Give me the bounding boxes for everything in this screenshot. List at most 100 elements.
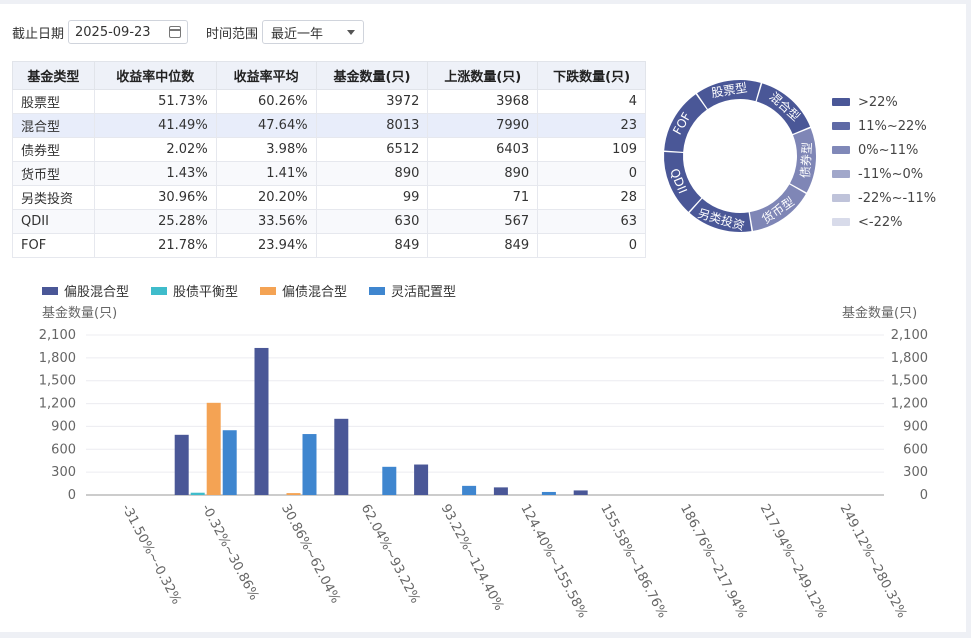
table-cell: 51.73% — [93, 89, 217, 114]
table-cell: 630 — [315, 209, 429, 234]
legend-item[interactable]: 偏债混合型 — [260, 281, 347, 300]
x-tick-label: 155.58%~186.76% — [597, 502, 670, 621]
y-tick-label-left: 0 — [68, 488, 76, 503]
table-cell: 另类投资 — [12, 185, 95, 210]
donut-legend: >22% 11%~22% 0%~11% -11%~0% -22%~-11% <-… — [832, 90, 936, 234]
bar[interactable] — [190, 492, 205, 495]
table-cell: 849 — [427, 233, 539, 258]
y-tick-label-right: 1,500 — [891, 374, 928, 389]
bar[interactable] — [254, 347, 269, 495]
x-tick-label: 217.94%~249.12% — [757, 502, 830, 621]
legend-label: >22% — [858, 94, 898, 110]
bar[interactable] — [462, 485, 477, 495]
table-cell: 股票型 — [12, 89, 95, 114]
table-cell: 25.28% — [93, 209, 217, 234]
x-tick-label: 62.04%~93.22% — [358, 502, 423, 606]
bar[interactable] — [174, 434, 189, 495]
legend-label: 灵活配置型 — [391, 285, 457, 300]
bar[interactable] — [493, 487, 508, 495]
table-cell: 3972 — [315, 89, 429, 114]
calendar-icon[interactable] — [169, 26, 182, 38]
legend-swatch — [832, 146, 850, 154]
donut-slice[interactable] — [664, 94, 707, 152]
table-header[interactable]: 收益率中位数 — [93, 61, 217, 90]
date-picker[interactable]: 2025-09-23 — [68, 20, 189, 44]
bar[interactable] — [573, 490, 588, 495]
table-row[interactable]: FOF 21.78% 23.94% 849 849 0 — [12, 233, 646, 258]
table-row[interactable]: 股票型 51.73% 60.26% 3972 3968 4 — [12, 89, 646, 114]
donut-slice-label: 股票型 — [710, 81, 748, 101]
donut-slice[interactable] — [664, 152, 702, 212]
table-header[interactable]: 基金类型 — [12, 61, 95, 90]
table-row[interactable]: 货币型 1.43% 1.41% 890 890 0 — [12, 161, 646, 186]
bar[interactable] — [286, 493, 301, 495]
legend-item[interactable]: -11%~0% — [832, 162, 936, 186]
table-cell: 6403 — [427, 137, 539, 162]
table-cell: 3.98% — [215, 137, 317, 162]
legend-item[interactable]: 11%~22% — [832, 114, 936, 138]
table-cell: 33.56% — [215, 209, 317, 234]
bar[interactable] — [541, 491, 556, 495]
donut-slice-label: 债券型 — [797, 142, 814, 179]
donut-slice[interactable] — [689, 198, 752, 232]
table-cell: 41.49% — [93, 113, 217, 138]
y-tick-label-right: 0 — [920, 488, 928, 503]
y-tick-label-left: 1,800 — [39, 351, 76, 366]
legend-item[interactable]: 0%~11% — [832, 138, 936, 162]
table-cell: 1.43% — [93, 161, 217, 186]
table-header[interactable]: 收益率平均 — [215, 61, 317, 90]
bar[interactable] — [414, 464, 429, 495]
table-row[interactable]: 债券型 2.02% 3.98% 6512 6403 109 — [12, 137, 646, 162]
table-cell: QDII — [12, 209, 95, 234]
table-cell: 567 — [427, 209, 539, 234]
bar[interactable] — [206, 402, 221, 495]
y-tick-label-right: 300 — [903, 465, 928, 480]
donut-slice[interactable] — [697, 80, 761, 109]
table-cell: 债券型 — [12, 137, 95, 162]
y-tick-label-right: 1,200 — [891, 397, 928, 412]
legend-item[interactable]: -22%~-11% — [832, 186, 936, 210]
chevron-down-icon[interactable] — [347, 29, 356, 35]
table-cell: 0 — [537, 161, 646, 186]
bar[interactable] — [222, 430, 237, 495]
legend-swatch — [832, 98, 850, 106]
table-row[interactable]: 混合型 41.49% 47.64% 8013 7990 23 — [12, 113, 646, 138]
legend-item[interactable]: 灵活配置型 — [369, 281, 456, 300]
bar[interactable] — [382, 466, 397, 495]
table-header[interactable]: 基金数量(只) — [315, 61, 429, 90]
legend-item[interactable]: 股债平衡型 — [151, 281, 238, 300]
donut-chart: 股票型 混合型 债券型 货币型 另类投资 QDII FOF — [660, 76, 820, 236]
table-cell: 1.41% — [215, 161, 317, 186]
legend-label: -11%~0% — [858, 166, 924, 182]
bar[interactable] — [334, 418, 349, 495]
table-header-row: 基金类型 收益率中位数 收益率平均 基金数量(只) 上涨数量(只) 下跌数量(只… — [12, 61, 646, 90]
legend-item[interactable]: 偏股混合型 — [42, 281, 129, 300]
table-cell: 20.20% — [215, 185, 317, 210]
table-cell: 混合型 — [12, 113, 95, 138]
y-tick-label-right: 900 — [903, 419, 928, 434]
legend-label: 0%~11% — [858, 142, 919, 158]
donut-slice[interactable] — [790, 128, 816, 193]
range-value: 最近一年 — [271, 26, 324, 42]
table-cell: 47.64% — [215, 113, 317, 138]
table-row[interactable]: 另类投资 30.96% 20.20% 99 71 28 — [12, 185, 646, 210]
donut-slice[interactable] — [749, 184, 806, 231]
bar[interactable] — [302, 434, 317, 495]
table-cell: 7990 — [427, 113, 539, 138]
donut-slice[interactable] — [756, 83, 811, 134]
table-row[interactable]: QDII 25.28% 33.56% 630 567 63 — [12, 209, 646, 234]
legend-item[interactable]: >22% — [832, 90, 936, 114]
x-tick-label: 124.40%~155.58% — [517, 502, 590, 621]
table-header[interactable]: 下跌数量(只) — [537, 61, 646, 90]
range-select[interactable]: 最近一年 — [262, 20, 365, 44]
legend-label: 偏股混合型 — [64, 285, 130, 300]
table-cell: 2.02% — [93, 137, 217, 162]
x-tick-label: 30.86%~62.04% — [278, 502, 343, 606]
legend-item[interactable]: <-22% — [832, 210, 936, 234]
table-header[interactable]: 上涨数量(只) — [427, 61, 539, 90]
table-cell: FOF — [12, 233, 95, 258]
y-tick-label-left: 1,500 — [39, 374, 76, 389]
table-cell: 109 — [537, 137, 646, 162]
table-cell: 3968 — [427, 89, 539, 114]
